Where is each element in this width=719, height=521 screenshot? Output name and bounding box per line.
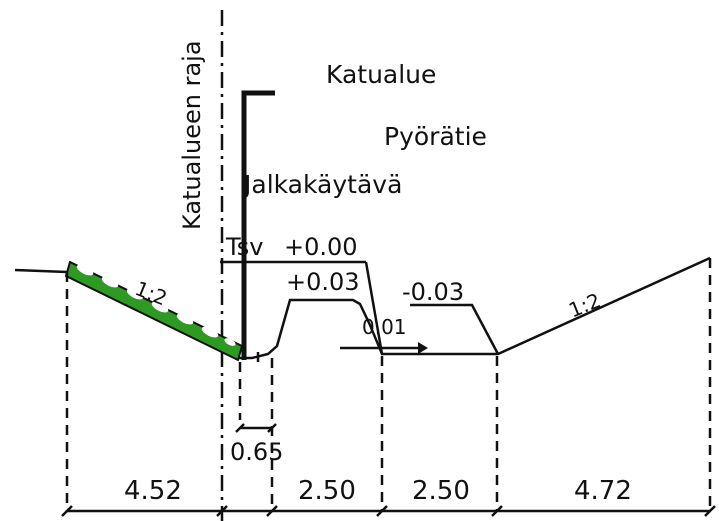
sign-post [241,90,275,360]
dimension-1: 4.52 [124,476,182,506]
tsv-edge [364,261,384,355]
sidewalk-label: Jalkakäytävä [244,170,403,199]
ground-line-left [14,268,68,274]
bike-path-label: Pyörätie [384,122,487,151]
street-boundary-label: Katualueen raja [178,40,206,230]
dimension-2: 2.50 [298,476,356,506]
retaining-slope-fill [64,260,244,362]
dim-tick-4 [376,505,388,517]
dimension-3: 2.50 [412,476,470,506]
tsv-label: Tsv [226,233,264,261]
dim-tick-3 [266,505,278,517]
slope-arrow-label: 0.01 [362,315,407,339]
retaining-slope-stones [76,264,236,346]
dim-small-tick-a [235,423,245,433]
dim-tick-1 [61,505,73,517]
section-profile [66,256,711,360]
dim-tick-6 [704,505,716,517]
dim-tick-5 [491,505,503,517]
level-plus-label: +0.03 [286,268,360,296]
level-zero-label: +0.00 [284,233,358,261]
street-area-label: Katualue [326,60,437,89]
level-minus-label: -0.03 [402,278,465,306]
dim-tick-2 [216,505,228,517]
dimension-4: 4.72 [574,476,632,506]
bike-path-edge [410,303,500,355]
offset-small-label: 0.65 [230,438,284,466]
slope-arrowhead [418,342,428,354]
dim-small-tick-b [267,423,277,433]
